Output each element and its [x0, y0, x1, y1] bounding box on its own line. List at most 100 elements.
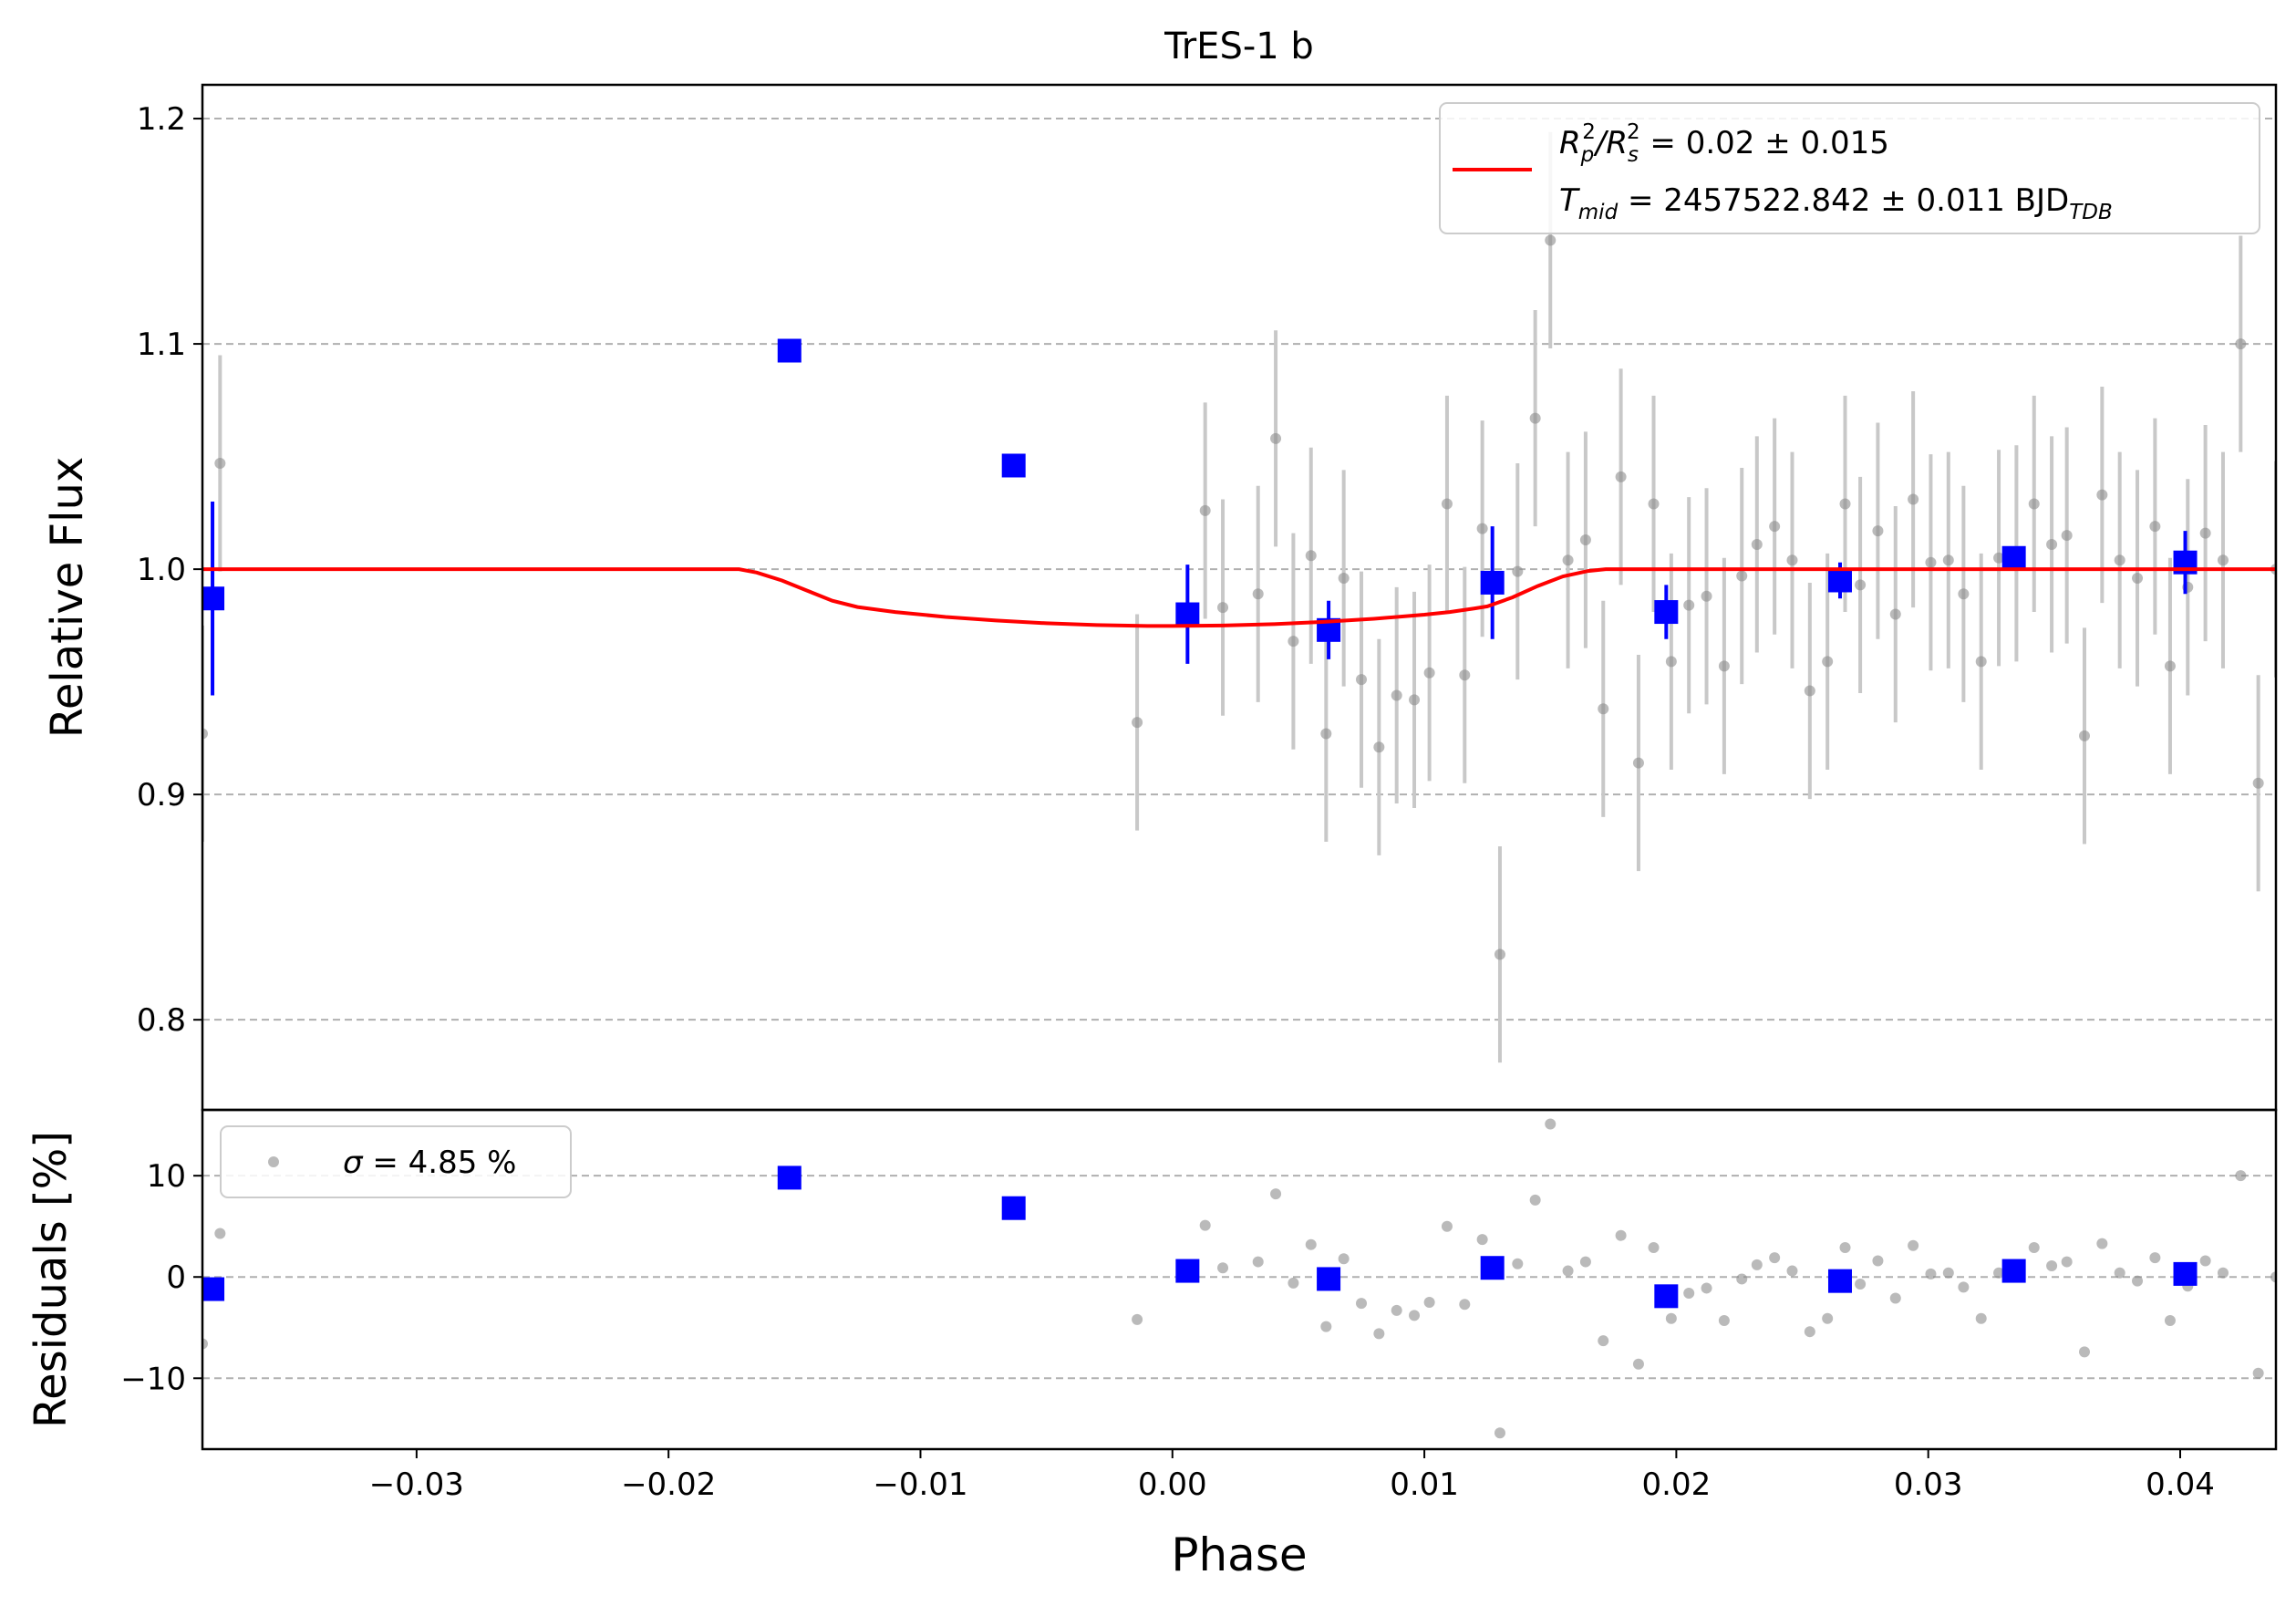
x-axis-label: Phase [1171, 1528, 1307, 1581]
unbinned-residual-point [1579, 1256, 1591, 1268]
unbinned-residual-point [1615, 1229, 1627, 1241]
binned-point [777, 338, 802, 363]
binned-point [1480, 570, 1505, 595]
unbinned-residual-point [1423, 1296, 1435, 1308]
top-ytick-label: 1.2 [137, 101, 186, 138]
unbinned-point [1839, 498, 1851, 510]
binned-point [1175, 602, 1200, 627]
unbinned-residual-point [1217, 1262, 1229, 1274]
unbinned-residual-point [1822, 1312, 1834, 1324]
unbinned-residual-point [2132, 1275, 2144, 1287]
unbinned-residual-point [1356, 1298, 1368, 1310]
unbinned-residual-point [2028, 1242, 2040, 1254]
unbinned-point [1665, 656, 1677, 668]
unbinned-residual-point [1252, 1256, 1264, 1268]
unbinned-point [2079, 730, 2091, 741]
unbinned-point [2061, 530, 2073, 542]
unbinned-point [1338, 573, 1350, 585]
binned-point [1654, 600, 1679, 625]
top-ytick-label: 0.8 [137, 1002, 186, 1039]
unbinned-residual-point [1270, 1188, 1282, 1200]
top-ytick-label: 1.0 [137, 552, 186, 588]
xtick-label: 0.01 [1390, 1466, 1459, 1503]
bottom-y-ticks: −10 0 10 [120, 1158, 202, 1397]
unbinned-point [2252, 777, 2264, 789]
unbinned-residual-point [1718, 1314, 1730, 1326]
bottom-legend: σ = 4.85 % [220, 1125, 572, 1198]
unbinned-residual-point [2164, 1314, 2176, 1326]
unbinned-residual-point [1373, 1328, 1385, 1340]
unbinned-residual-point [1665, 1312, 1677, 1324]
unbinned-residual-point [1751, 1259, 1763, 1270]
unbinned-point [1562, 554, 1574, 566]
unbinned-residual-point [1288, 1277, 1299, 1289]
unbinned-point [2096, 489, 2108, 501]
unbinned-point [1512, 565, 1524, 577]
xtick-label: 0.04 [2146, 1466, 2215, 1503]
unbinned-point [1199, 504, 1211, 516]
unbinned-point [1942, 554, 1954, 566]
unbinned-residual-point [1529, 1194, 1541, 1206]
binned-residual-point [2173, 1261, 2198, 1286]
binned-residual-point [202, 1277, 225, 1301]
unbinned-residual-point [2252, 1367, 2264, 1379]
unbinned-residual-point [1958, 1281, 1970, 1293]
unbinned-point [1908, 493, 1919, 505]
unbinned-point [1459, 669, 1471, 681]
unbinned-residual-point [1632, 1358, 1644, 1370]
unbinned-residual-point [1199, 1219, 1211, 1231]
binned-point [1001, 453, 1026, 478]
binned-residual-point [1480, 1256, 1505, 1280]
unbinned-point [1751, 538, 1763, 550]
unbinned-residual-point [2199, 1255, 2211, 1267]
unbinned-point [1736, 570, 1748, 582]
unbinned-residual-point [1476, 1234, 1488, 1246]
unbinned-points-top [202, 131, 2276, 1063]
binned-point [202, 586, 225, 611]
unbinned-point [214, 458, 226, 470]
unbinned-residual-point [2114, 1267, 2125, 1279]
unbinned-residual-point [1459, 1299, 1471, 1311]
binned-point [1827, 568, 1852, 593]
top-ytick-label: 0.9 [137, 777, 186, 813]
bottom-ytick-label: −10 [120, 1361, 186, 1397]
bottom-ytick-label: 10 [147, 1158, 186, 1195]
unbinned-residual-point [1908, 1239, 1919, 1251]
unbinned-point [1855, 579, 1867, 591]
top-y-ticks: 0.8 0.9 1.0 1.1 1.2 [137, 101, 202, 1039]
legend-residual-swatch [268, 1156, 279, 1167]
unbinned-residual-point [1925, 1268, 1937, 1280]
unbinned-residual-point [1872, 1255, 1884, 1267]
unbinned-residual-point [1804, 1326, 1815, 1338]
unbinned-residual-point [1839, 1242, 1851, 1254]
binned-residuals [202, 1166, 2198, 1309]
unbinned-residual-point [1683, 1287, 1695, 1299]
unbinned-residual-point [1391, 1304, 1402, 1316]
unbinned-point [1872, 525, 1884, 537]
unbinned-residual-point [1648, 1242, 1660, 1254]
binned-residual-point [1317, 1267, 1341, 1291]
unbinned-residual-point [1701, 1282, 1712, 1294]
unbinned-point [1975, 656, 1987, 668]
unbinned-point [1822, 656, 1834, 668]
binned-residual-point [2001, 1259, 2026, 1283]
unbinned-residual-point [1562, 1265, 1574, 1277]
xtick-label: 0.00 [1138, 1466, 1207, 1503]
x-ticks: −0.03 −0.02 −0.01 0.00 0.01 0.02 0.03 0.04 [369, 1449, 2215, 1503]
unbinned-residual-point [1942, 1267, 1954, 1279]
unbinned-residual-point [1975, 1312, 1987, 1324]
unbinned-point [1476, 523, 1488, 534]
binned-residual-point [777, 1166, 802, 1190]
transit-model-line [202, 567, 2276, 628]
xtick-label: 0.03 [1894, 1466, 1963, 1503]
unbinned-point [1632, 757, 1644, 769]
unbinned-residual-point [2217, 1267, 2229, 1279]
unbinned-residual-point [1320, 1321, 1332, 1332]
binned-residual-point [1175, 1259, 1200, 1283]
unbinned-residual-point [1494, 1427, 1505, 1439]
bottom-ytick-label: 0 [166, 1259, 186, 1296]
unbinned-point [2114, 554, 2125, 566]
unbinned-point [1769, 521, 1781, 533]
unbinned-residual-point [202, 1338, 208, 1350]
